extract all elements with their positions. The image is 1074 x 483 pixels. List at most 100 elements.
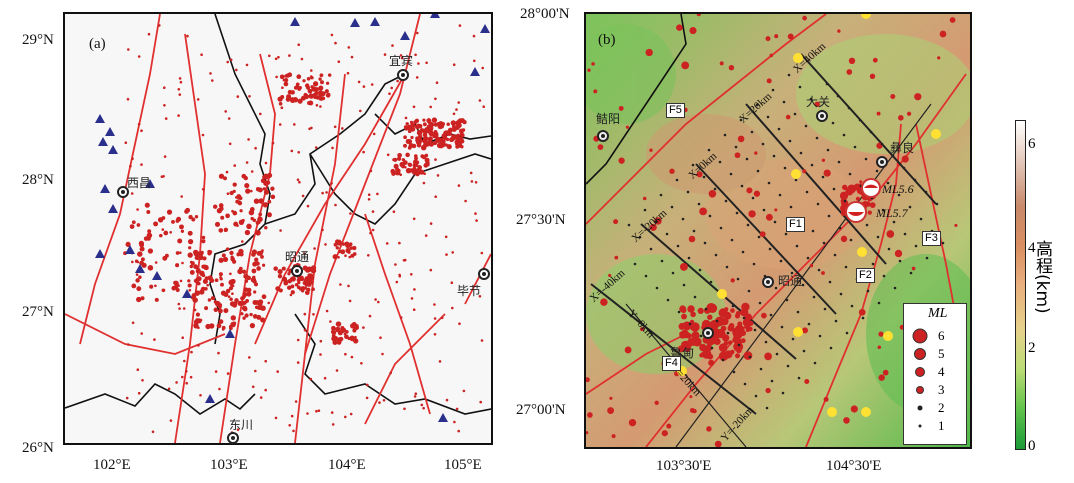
earthquake-dot <box>413 154 418 158</box>
earthquake-dot <box>296 178 300 182</box>
earthquake-dot <box>207 298 212 302</box>
temporary-station-marker <box>931 129 941 139</box>
earthquake-dot <box>207 251 212 256</box>
earthquake-dot <box>199 318 203 322</box>
earthquake-dot <box>136 368 140 372</box>
earthquake-dot <box>462 389 466 393</box>
earthquake-dot <box>163 104 166 107</box>
grid-point <box>892 220 896 224</box>
earthquake-dot <box>218 319 224 324</box>
earthquake-dot <box>229 250 234 256</box>
earthquake-dot <box>219 276 222 279</box>
earthquake-dot <box>300 95 306 101</box>
grid-point <box>799 151 803 155</box>
earthquake-dot <box>286 285 292 290</box>
grid-point <box>834 319 838 323</box>
grid-point <box>817 268 821 272</box>
earthquake-dot <box>420 403 424 407</box>
earthquake-dot <box>846 69 853 75</box>
earthquake-dot <box>417 62 420 65</box>
earthquake-dot <box>207 275 213 281</box>
earthquake-dot <box>248 95 251 98</box>
earthquake-dot <box>191 293 197 298</box>
earthquake-dot <box>348 299 352 303</box>
earthquake-dot <box>237 268 243 275</box>
earthquake-dot <box>306 76 311 81</box>
earthquake-dot <box>206 283 209 287</box>
earthquake-dot <box>764 352 772 361</box>
earthquake-dot <box>274 57 278 61</box>
earthquake-dot <box>290 149 294 153</box>
grid-point <box>839 292 843 296</box>
station-triangle-icon <box>125 245 135 254</box>
earthquake-dot <box>433 317 437 320</box>
earthquake-dot <box>251 252 256 257</box>
earthquake-dot <box>625 125 629 129</box>
earthquake-dot <box>586 431 589 435</box>
fault-label-f1: F1 <box>786 217 805 232</box>
grid-point <box>786 364 790 368</box>
earthquake-dot <box>235 199 240 204</box>
earthquake-dot <box>266 212 272 218</box>
city-label-zhaotong-b: 昭通 <box>778 274 803 288</box>
grid-point <box>909 271 913 275</box>
earthquake-dot <box>730 278 735 283</box>
earthquake-dot <box>591 62 595 66</box>
earthquake-dot <box>290 414 294 418</box>
grid-point <box>778 193 782 197</box>
grid-point <box>754 394 758 398</box>
earthquake-dot <box>203 264 207 268</box>
earthquake-dot <box>154 284 157 288</box>
lat-label-b-27: 27°00'N <box>516 402 566 418</box>
earthquake-dot <box>426 163 430 167</box>
earthquake-dot <box>217 351 220 355</box>
earthquake-dot <box>285 97 291 102</box>
grid-point <box>843 199 847 203</box>
earthquake-dot <box>412 166 417 171</box>
earthquake-dot <box>406 124 413 131</box>
earthquake-dot <box>697 307 704 315</box>
earthquake-dot <box>283 81 289 87</box>
earthquake-dot <box>229 278 236 285</box>
station-triangle-icon <box>152 271 162 280</box>
earthquake-dot <box>261 263 266 267</box>
earthquake-dot <box>406 139 413 145</box>
earthquake-dot <box>182 307 186 310</box>
earthquake-dot <box>344 241 350 247</box>
earthquake-dot <box>728 340 733 345</box>
earthquake-dot <box>886 230 895 238</box>
earthquake-dot <box>171 285 177 291</box>
grid-point <box>773 220 777 224</box>
earthquake-dot <box>241 240 244 243</box>
earthquake-dot <box>259 112 262 116</box>
earthquake-dot <box>608 273 612 277</box>
earthquake-dot <box>707 303 718 313</box>
city-label-mianyang: 鲒阳 <box>596 112 621 126</box>
earthquake-dot <box>195 277 200 281</box>
legend-mag-5: 5 <box>938 346 945 361</box>
grid-point <box>845 331 849 335</box>
earthquake-dot <box>587 412 593 418</box>
lat-label-b-2730: 27°30'N <box>516 212 566 228</box>
grid-point <box>643 208 647 212</box>
earthquake-dot <box>199 289 205 295</box>
profile-lines <box>590 53 937 447</box>
station-triangle-icon <box>370 17 380 26</box>
grid-point <box>761 142 765 146</box>
earthquake-dot <box>350 55 354 59</box>
earthquake-dot <box>396 168 401 173</box>
earthquake-dot <box>765 213 773 221</box>
earthquake-dot <box>311 287 315 292</box>
earthquake-dot <box>362 85 366 88</box>
earthquake-dot <box>297 281 301 285</box>
earthquake-dot <box>179 251 182 254</box>
earthquake-dot <box>220 215 225 220</box>
earthquake-dot <box>464 199 467 203</box>
grid-point <box>731 304 735 308</box>
earthquake-dot <box>734 353 741 359</box>
earthquake-dot <box>449 137 455 143</box>
earthquake-dot <box>325 81 330 85</box>
earthquake-dot <box>259 396 263 399</box>
grid-point <box>941 241 945 245</box>
grid-point <box>798 85 802 89</box>
